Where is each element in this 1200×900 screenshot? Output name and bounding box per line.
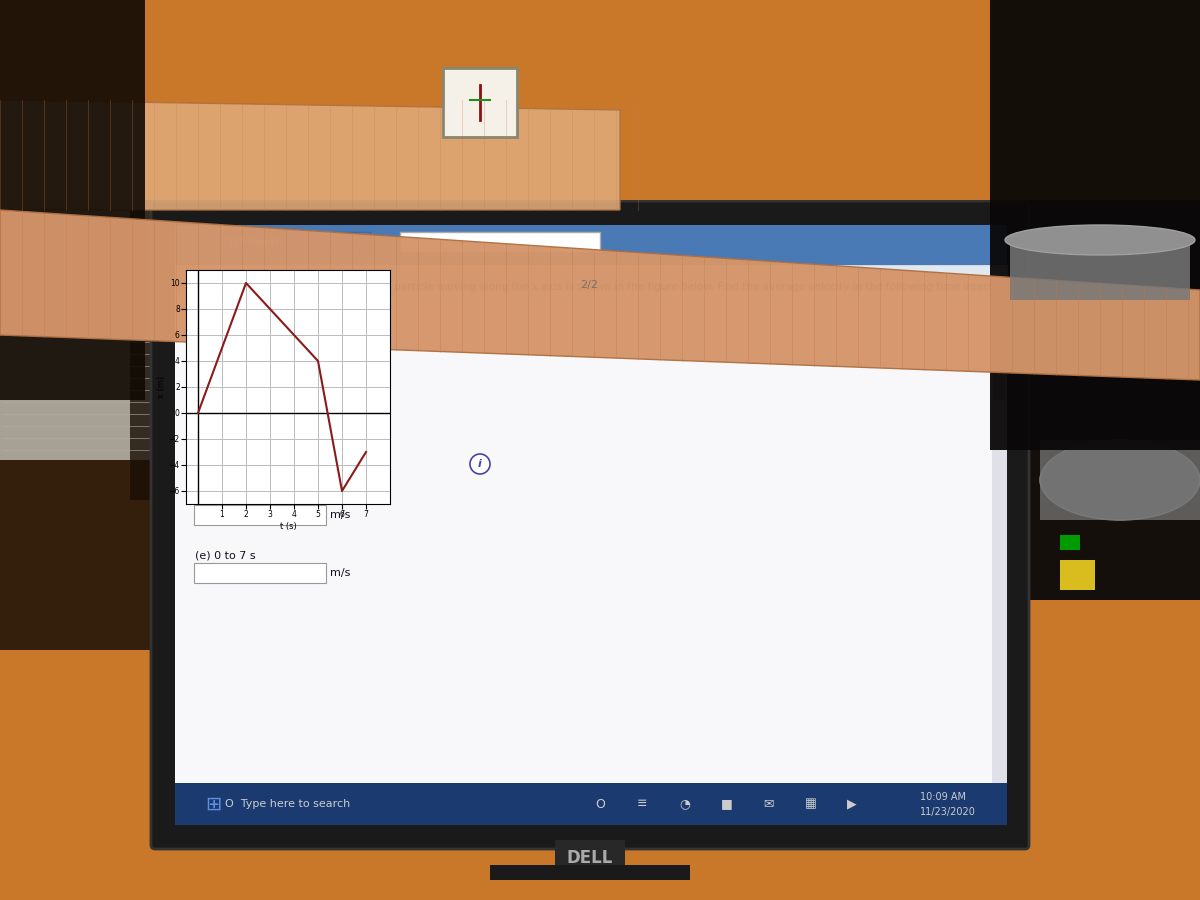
Bar	[1020, 200, 1200, 600]
Polygon shape	[0, 210, 1200, 380]
FancyBboxPatch shape	[194, 563, 326, 583]
Text: (b) 0 to 3 s: (b) 0 to 3 s	[194, 376, 256, 386]
Text: 11/23/2020: 11/23/2020	[920, 807, 976, 817]
Text: 10:09 AM: 10:09 AM	[920, 792, 966, 802]
Text: m/s: m/s	[330, 510, 350, 520]
Bar	[175, 783, 1007, 825]
Text: ▴: ▴	[998, 255, 1003, 265]
Bar	[490, 865, 690, 880]
Bar	[0, 0, 145, 400]
Bar	[994, 320, 1006, 400]
Bar	[130, 200, 330, 500]
FancyBboxPatch shape	[194, 389, 326, 409]
Bar	[0, 0, 170, 650]
Bar	[1040, 440, 1200, 520]
Bar	[1060, 535, 1080, 550]
Bar	[0, 210, 155, 460]
Bar	[175, 225, 1007, 825]
Text: (e) 0 to 7 s: (e) 0 to 7 s	[194, 550, 256, 560]
Text: DELL: DELL	[566, 849, 613, 867]
Bar	[175, 225, 1007, 265]
FancyBboxPatch shape	[151, 201, 1030, 849]
Bar	[280, 250, 360, 450]
FancyBboxPatch shape	[194, 447, 326, 467]
Bar	[175, 265, 1007, 783]
Text: ▦: ▦	[805, 797, 817, 811]
Text: (d) 2 to 7 s: (d) 2 to 7 s	[194, 492, 256, 502]
Text: ▶: ▶	[847, 797, 857, 811]
Text: 2/2: 2/2	[580, 280, 598, 290]
Text: ■: ■	[721, 797, 733, 811]
Text: ✉: ✉	[763, 797, 774, 811]
Text: O: O	[595, 797, 605, 811]
Text: ⊞: ⊞	[205, 795, 221, 814]
Text: The position versus time for a certain particle moving along the x axis is shown: The position versus time for a certain p…	[194, 282, 1012, 292]
Text: SUBMIT ERROR: SUBMIT ERROR	[295, 273, 370, 283]
Text: m/s: m/s	[330, 568, 350, 578]
Text: m/s: m/s	[330, 394, 350, 404]
Text: ≡: ≡	[637, 797, 648, 811]
Ellipse shape	[1006, 225, 1195, 255]
Polygon shape	[0, 100, 620, 210]
Bar	[554, 840, 625, 870]
Text: ◔: ◔	[679, 797, 690, 811]
Text: i: i	[478, 459, 482, 469]
FancyBboxPatch shape	[194, 331, 326, 351]
Bar	[0, 0, 1200, 200]
Bar	[220, 232, 370, 252]
Bar	[175, 265, 1007, 290]
Text: (a) 0 to 2 s: (a) 0 to 2 s	[194, 318, 256, 328]
Text: O  Type here to search: O Type here to search	[226, 799, 350, 809]
Text: (c) 3 to 6 s: (c) 3 to 6 s	[194, 434, 254, 444]
Text: [15 Points]: [15 Points]	[230, 238, 278, 247]
Circle shape	[470, 454, 490, 474]
FancyBboxPatch shape	[480, 110, 560, 180]
Text: m/s: m/s	[330, 452, 350, 462]
FancyBboxPatch shape	[443, 68, 517, 137]
X-axis label: t (s): t (s)	[280, 522, 296, 531]
Bar	[992, 265, 1007, 783]
Ellipse shape	[1040, 440, 1200, 520]
Text: m/s: m/s	[330, 336, 350, 346]
Y-axis label: x (m): x (m)	[157, 376, 166, 398]
FancyBboxPatch shape	[194, 505, 326, 525]
Bar	[1060, 560, 1096, 590]
Bar	[990, 0, 1200, 450]
Bar	[1010, 240, 1190, 300]
Bar	[400, 232, 600, 252]
